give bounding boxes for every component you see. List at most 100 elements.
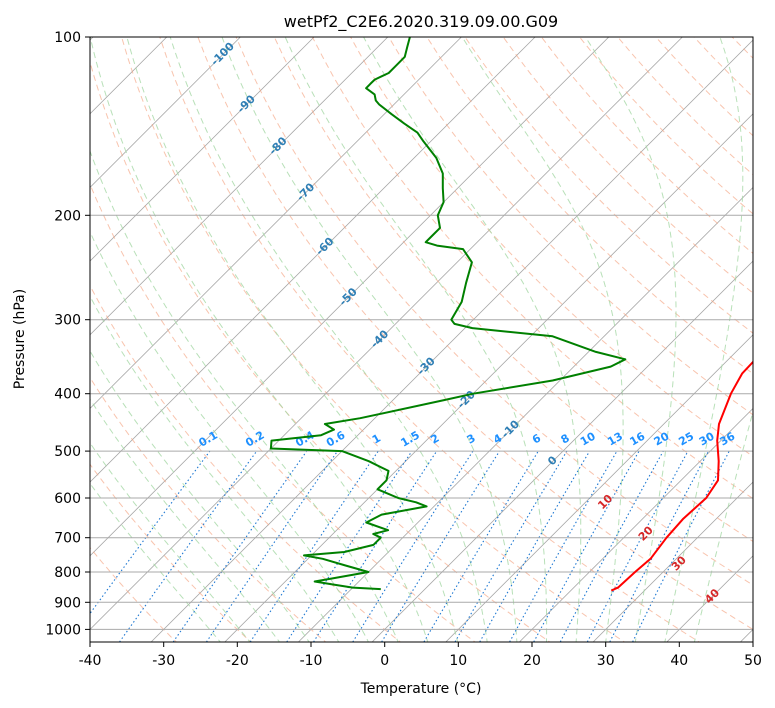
moist-adiabat-line <box>584 37 677 642</box>
mixing-ratio-line <box>286 450 413 642</box>
isotherm-line <box>740 628 753 642</box>
isotherm-label: -20 <box>455 388 478 411</box>
dry-adiabat-line <box>350 37 753 457</box>
mixing-ratio-line <box>205 450 338 642</box>
mixing-ratio-label: 3 <box>465 432 478 447</box>
background-lines <box>90 37 775 644</box>
isotherm-line <box>298 186 753 642</box>
x-tick-label: -20 <box>226 653 249 669</box>
isotherm-line <box>90 37 389 336</box>
dry-adiabat-line <box>388 37 753 416</box>
y-tick-label: 800 <box>54 565 81 581</box>
moist-adiabat-line <box>693 409 753 642</box>
y-tick-label: 1000 <box>45 622 81 638</box>
isotherm-line <box>519 407 753 642</box>
isotherm-line <box>445 334 753 642</box>
moist-adiabat-line <box>90 442 251 642</box>
dry-adiabat-line <box>159 37 701 642</box>
moist-adiabat-line <box>461 37 624 642</box>
mixing-ratio-line <box>90 450 211 615</box>
mixing-ratio-line <box>533 450 640 642</box>
isotherm-line <box>224 113 753 642</box>
dewpoint-line <box>269 37 627 591</box>
isotherm-line <box>90 37 536 483</box>
x-tick-label: -10 <box>300 653 323 669</box>
mixing-ratio-line <box>119 450 258 642</box>
x-tick-label: -40 <box>79 653 102 669</box>
isotherm-line <box>90 37 315 262</box>
mixing-ratio-label: 16 <box>627 429 647 448</box>
isobar-gridlines <box>90 37 753 630</box>
mixing-ratio-line <box>352 450 474 642</box>
isotherm-line <box>90 37 241 188</box>
dry-adiabat-line <box>311 37 753 500</box>
isotherm-line <box>90 37 462 409</box>
y-tick-label: 100 <box>54 30 81 46</box>
isotherm-label: -50 <box>337 285 360 308</box>
x-tick-label: -30 <box>152 653 175 669</box>
moist-adiabat-label: 10 <box>595 492 615 512</box>
plot-frame <box>89 36 754 643</box>
moist-adiabat-line <box>90 149 399 642</box>
dry-adiabat-line <box>90 463 252 642</box>
mixing-ratio-line <box>423 450 539 642</box>
mixing-ratio-label: 1.5 <box>398 429 421 450</box>
isotherm-line <box>150 39 753 642</box>
isotherm-line <box>592 481 753 642</box>
x-tick-label: 0 <box>380 653 389 669</box>
isotherm-line <box>90 37 683 630</box>
dry-adiabat-line <box>197 37 753 631</box>
mixing-ratio-line <box>559 450 664 642</box>
y-tick-label: 200 <box>54 208 81 224</box>
mixing-ratio-line <box>509 450 618 642</box>
y-axis-title: Pressure (hPa) <box>12 289 28 389</box>
dry-adiabat-line <box>235 37 753 586</box>
y-tick-label: 900 <box>54 595 81 611</box>
mixing-ratio-line <box>249 450 379 642</box>
isotherm-line <box>666 555 753 642</box>
mixing-ratio-label: 25 <box>676 430 696 449</box>
isotherm-label: 0 <box>545 453 560 468</box>
x-tick-label: 30 <box>597 653 615 669</box>
dry-adiabat-line <box>90 182 476 642</box>
isotherm-line <box>90 37 610 557</box>
isotherm-label: -40 <box>368 327 391 350</box>
mixing-ratio-line <box>454 450 568 642</box>
mixing-ratio-label: 30 <box>697 429 717 448</box>
mixing-ratio-label: 1 <box>370 432 383 447</box>
mixing-ratio-label: 10 <box>578 429 598 448</box>
y-tick-label: 500 <box>54 444 81 460</box>
y-tick-label: 600 <box>54 491 81 507</box>
mixing-ratio-label: 0.2 <box>243 429 266 450</box>
x-tick-label: 20 <box>523 653 541 669</box>
moist-adiabat-label: 30 <box>669 553 689 573</box>
isotherm-label: -80 <box>266 134 289 157</box>
y-tick-label: 300 <box>54 313 81 329</box>
x-tick-label: 40 <box>670 653 688 669</box>
x-tick-label: 10 <box>449 653 467 669</box>
chart-title: wetPf2_C2E6.2020.319.09.00.G09 <box>284 12 558 32</box>
dry-adiabat-line <box>693 37 753 98</box>
y-axis: 100 200 300 400 500 600 700 800 900 1000 <box>45 30 90 638</box>
x-axis: -40 -30 -20 -10 0 10 20 30 40 50 <box>79 642 762 669</box>
isotherm-label: -30 <box>415 354 438 377</box>
moist-adiabat-line <box>90 295 340 642</box>
mixing-ratio-line <box>381 450 500 642</box>
moist-adiabat-line <box>90 230 369 642</box>
mixing-ratio-line <box>632 450 730 642</box>
dry-adiabat-line <box>617 37 753 176</box>
dry-adiabat-line <box>90 376 327 642</box>
dry-adiabat-line <box>770 37 775 644</box>
mixing-ratio-line <box>313 450 438 642</box>
x-axis-title: Temperature (°C) <box>360 681 482 697</box>
moist-adiabat-line <box>363 37 582 642</box>
isotherm-label: -100 <box>208 39 237 68</box>
mixing-ratio-label: 6 <box>530 431 543 446</box>
moist-adiabat-line <box>90 350 310 642</box>
isotherm-line <box>371 260 753 642</box>
mixing-ratio-label: 13 <box>605 430 625 449</box>
mixing-ratio-label: 2 <box>428 432 441 447</box>
moist-adiabat-line <box>90 398 281 642</box>
moist-adiabat-label: 20 <box>636 523 656 543</box>
